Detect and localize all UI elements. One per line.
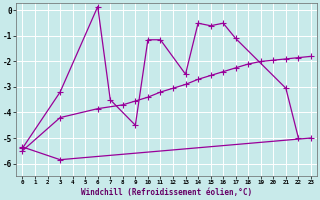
X-axis label: Windchill (Refroidissement éolien,°C): Windchill (Refroidissement éolien,°C) <box>81 188 252 197</box>
